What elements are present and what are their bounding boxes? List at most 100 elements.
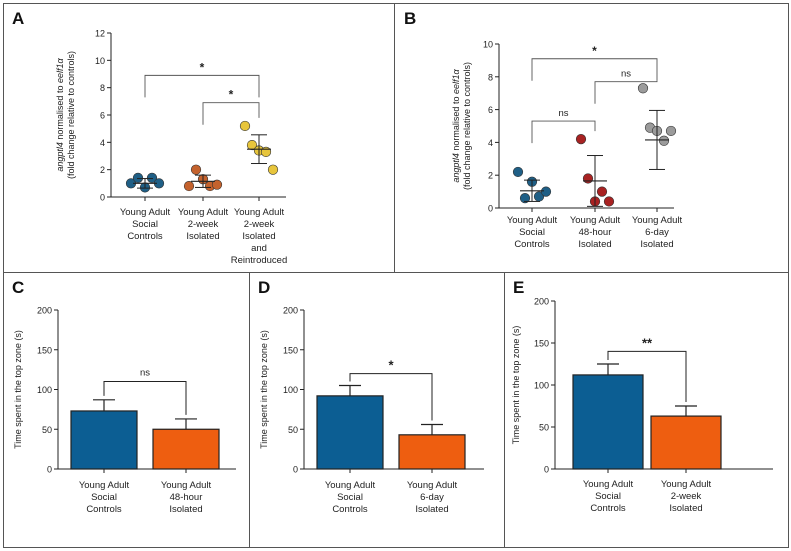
y-tick-label: 12 xyxy=(95,29,105,39)
x-category-label: Young Adult xyxy=(178,207,229,218)
significance-label: * xyxy=(229,88,234,102)
panel-letter: A xyxy=(12,9,24,28)
bar xyxy=(572,374,644,470)
bar xyxy=(650,415,722,470)
y-axis-label-mid: normalised to xyxy=(55,83,65,142)
y-axis-label-ref: eelf1α xyxy=(451,69,461,95)
y-tick-label: 6 xyxy=(100,111,105,121)
y-tick-label: 0 xyxy=(293,465,298,475)
x-category-label: Isolated xyxy=(415,504,448,515)
x-category-label: Social xyxy=(91,492,117,503)
data-point xyxy=(146,172,158,183)
significance-label: * xyxy=(388,358,394,373)
bar xyxy=(70,410,138,470)
x-category-label: Young Adult xyxy=(570,215,621,226)
x-category-label: 6-day xyxy=(645,227,669,238)
panel-e-chart: E 0 50 100 150 200 Time spent in the top zone … xyxy=(511,278,773,514)
y-tick-label: 2 xyxy=(100,165,105,175)
x-category-label: Young Adult xyxy=(325,480,376,491)
y-axis-label-ref: eelf1α xyxy=(55,58,65,84)
significance-bracket xyxy=(103,381,187,415)
y-tick-label: 8 xyxy=(488,72,493,82)
x-category-label: Isolated xyxy=(578,239,611,250)
significance-bracket xyxy=(349,373,433,421)
y-tick-label: 10 xyxy=(95,56,105,66)
data-point xyxy=(267,164,279,175)
x-category-label: 48-hour xyxy=(170,492,203,503)
x-category-label: Isolated xyxy=(169,504,202,515)
significance-label: * xyxy=(200,60,205,74)
y-axis-label: Time spent in the top zone (s) xyxy=(511,326,521,445)
x-category-label: Isolated xyxy=(669,503,702,514)
panel-letter: B xyxy=(404,9,416,28)
y-tick-label: 0 xyxy=(100,193,105,203)
data-point xyxy=(596,186,608,197)
data-point xyxy=(582,173,594,184)
y-tick-label: 200 xyxy=(283,306,298,316)
panel-d: D 0 50 100 150 200 Time spent in the top zone … xyxy=(249,272,505,548)
x-category-label: Social xyxy=(519,227,545,238)
x-category-label: 48-hour xyxy=(579,227,612,238)
x-category-label: Young Adult xyxy=(407,480,458,491)
significance-bracket xyxy=(144,74,260,98)
x-category-label: 6-day xyxy=(420,492,444,503)
panel-b-chart: B 0 2 4 6 8 10 angptl4 normalised to eelf1α (fol… xyxy=(404,9,683,250)
x-category-label: Controls xyxy=(332,504,368,515)
panel-c: C 0 50 100 150 200 Time spent in the top zone … xyxy=(3,272,250,548)
panel-letter: E xyxy=(513,278,524,297)
panel-a-chart: A 0 2 4 6 8 10 12 angptl4 normalised to eelf1α (f… xyxy=(12,9,287,266)
x-category-label: Young Adult xyxy=(661,479,712,490)
y-tick-label: 4 xyxy=(488,138,493,148)
data-point xyxy=(246,139,258,151)
bar xyxy=(152,428,220,470)
data-point xyxy=(603,196,615,207)
data-point xyxy=(260,146,272,157)
significance-label: ns xyxy=(140,368,150,379)
significance-bracket xyxy=(607,350,687,402)
y-tick-label: 50 xyxy=(539,423,549,433)
y-tick-label: 0 xyxy=(544,465,549,475)
x-category-label: Controls xyxy=(590,503,626,514)
panel-b: B 0 2 4 6 8 10 angptl4 normalised to eelf1α (fol… xyxy=(394,3,789,273)
bar xyxy=(316,395,384,470)
panel-letter: C xyxy=(12,278,24,297)
y-tick-label: 100 xyxy=(283,385,298,395)
x-category-label: Social xyxy=(132,219,158,230)
data-point xyxy=(540,186,552,197)
x-category-label: 2-week xyxy=(671,491,702,502)
y-tick-label: 150 xyxy=(37,345,52,355)
y-tick-label: 6 xyxy=(488,105,493,115)
y-axis-label-line2: (fold change relative to controls) xyxy=(66,51,76,179)
x-category-label: Young Adult xyxy=(161,480,212,491)
significance-label: ns xyxy=(558,108,568,119)
data-point xyxy=(519,193,531,204)
data-point xyxy=(658,135,670,146)
x-category-label: Young Adult xyxy=(507,215,558,226)
y-tick-label: 200 xyxy=(534,297,549,307)
x-category-label: Young Adult xyxy=(120,207,171,218)
data-point xyxy=(575,134,587,145)
data-point xyxy=(239,120,251,132)
y-tick-label: 0 xyxy=(488,204,493,214)
panel-letter: D xyxy=(258,278,270,297)
x-category-label: Isolated xyxy=(640,239,673,250)
significance-label: ** xyxy=(642,335,653,350)
y-axis-label-gene: angptl4 xyxy=(451,153,461,183)
data-point xyxy=(183,180,195,192)
y-axis-label-mid: normalised to xyxy=(451,94,461,153)
x-category-label: Controls xyxy=(127,231,163,242)
y-tick-label: 100 xyxy=(37,385,52,395)
significance-bracket xyxy=(594,80,658,104)
x-category-label: Young Adult xyxy=(79,480,130,491)
y-axis-label: Time spent in the top zone (s) xyxy=(259,330,269,449)
panel-d-chart: D 0 50 100 150 200 Time spent in the top zone … xyxy=(258,278,484,515)
y-axis-label-gene: angptl4 xyxy=(55,142,65,172)
y-tick-label: 100 xyxy=(534,381,549,391)
y-tick-label: 150 xyxy=(283,345,298,355)
x-category-label: Controls xyxy=(514,239,550,250)
x-category-label: and xyxy=(251,243,267,254)
panel-c-chart: C 0 50 100 150 200 Time spent in the top zone … xyxy=(12,278,236,515)
x-category-label: 2-week xyxy=(188,219,219,230)
y-tick-label: 50 xyxy=(288,425,298,435)
y-tick-label: 200 xyxy=(37,306,52,316)
